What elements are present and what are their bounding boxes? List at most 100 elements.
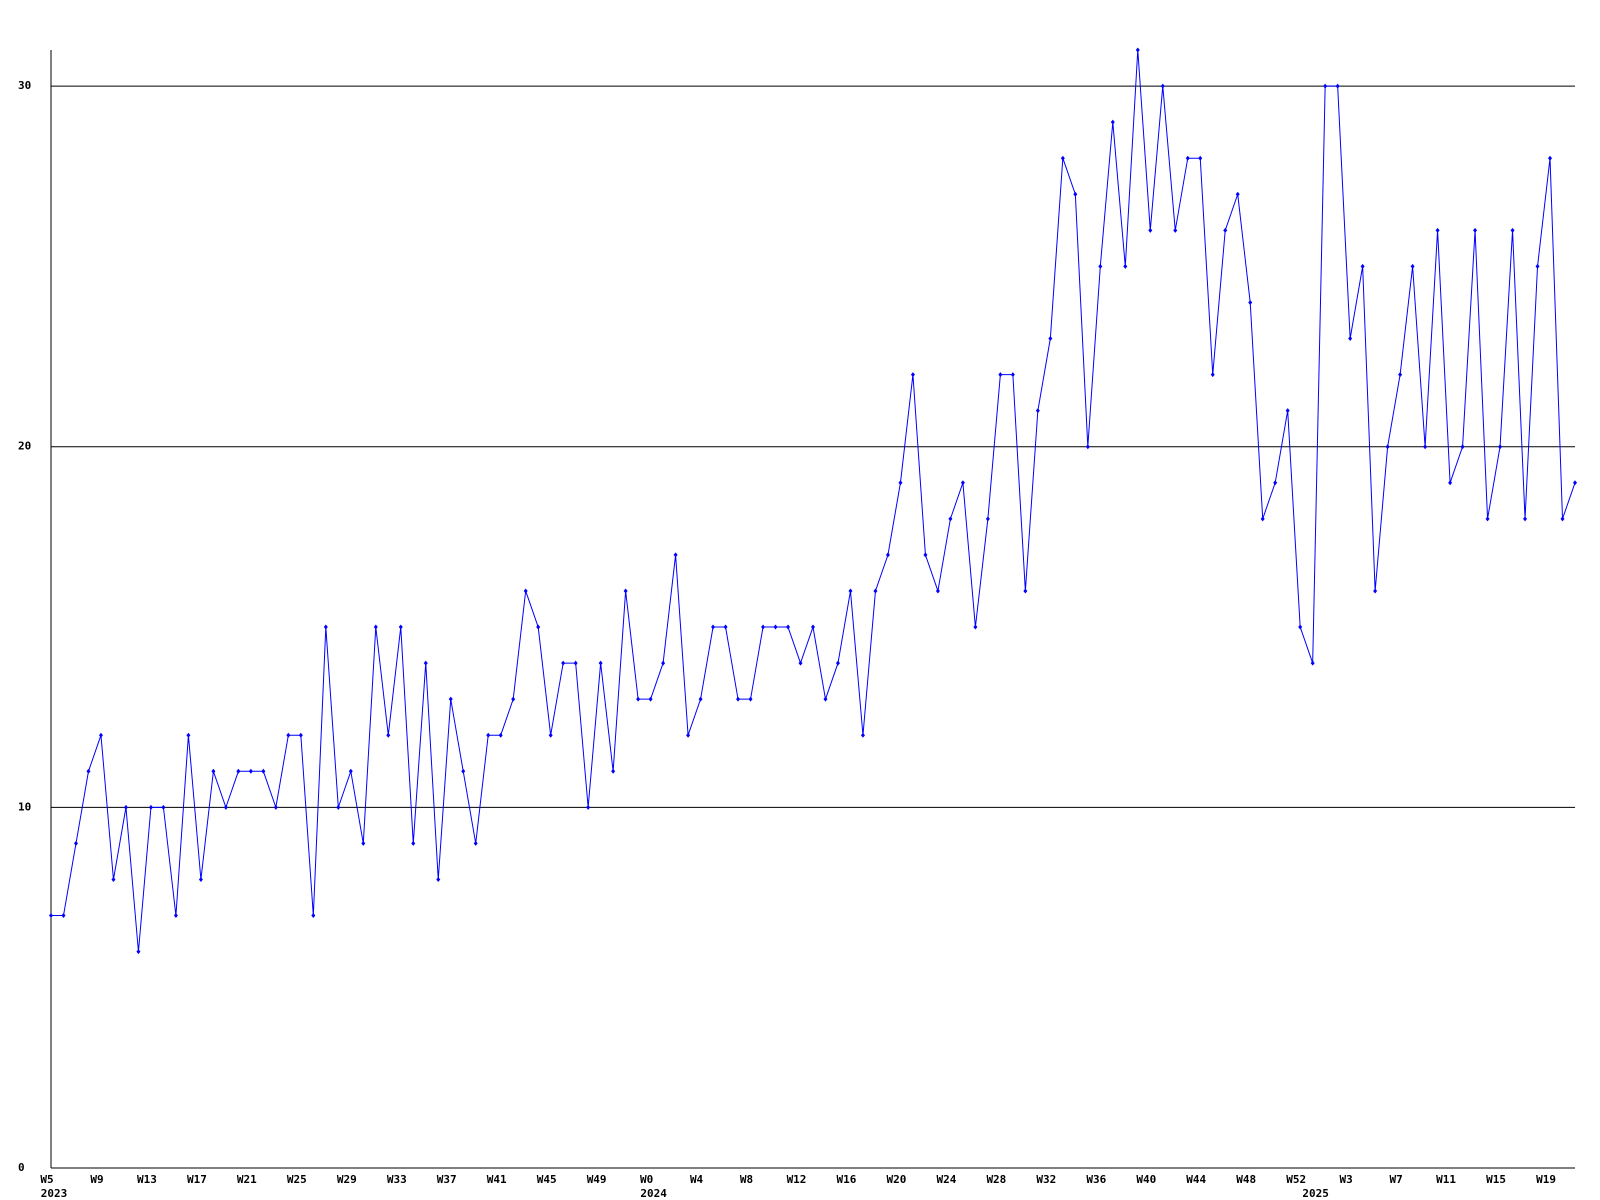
point-marker [173, 913, 178, 919]
point-marker [835, 660, 840, 666]
point-marker [1048, 336, 1053, 342]
point-marker [748, 696, 753, 702]
x-tick-label: W3 [1340, 1173, 1353, 1186]
y-tick-label: 10 [18, 800, 31, 813]
y-tick-label: 20 [18, 440, 31, 453]
point-marker [161, 804, 166, 810]
x-tick-label: W29 [337, 1173, 357, 1186]
point-marker [1360, 263, 1365, 269]
point-marker [973, 624, 978, 630]
point-marker [1185, 155, 1190, 161]
point-marker [498, 732, 503, 738]
year-label: 2024 [640, 1187, 667, 1200]
x-tick-label: W15 [1486, 1173, 1506, 1186]
point-marker [1498, 444, 1503, 450]
point-marker [1423, 444, 1428, 450]
x-tick-label: W48 [1236, 1173, 1256, 1186]
point-marker [1485, 516, 1490, 522]
point-marker [873, 588, 878, 594]
point-marker [1160, 83, 1165, 89]
point-marker [1385, 444, 1390, 450]
point-marker [1135, 47, 1140, 53]
point-marker [148, 804, 153, 810]
point-marker [1110, 119, 1115, 125]
point-marker [860, 732, 865, 738]
point-marker [823, 696, 828, 702]
point-marker [486, 732, 491, 738]
x-tick-label: W13 [137, 1173, 157, 1186]
point-marker [1335, 83, 1340, 89]
x-tick-label: W32 [1036, 1173, 1056, 1186]
point-marker [273, 804, 278, 810]
point-marker [398, 624, 403, 630]
series-line [51, 49, 1576, 952]
x-tick-label: W9 [90, 1173, 103, 1186]
point-marker [586, 804, 591, 810]
point-marker [1173, 227, 1178, 233]
point-marker [423, 660, 428, 666]
point-marker [761, 624, 766, 630]
point-marker [223, 804, 228, 810]
point-marker [648, 696, 653, 702]
point-marker [1548, 155, 1553, 161]
point-marker [1373, 588, 1378, 594]
point-marker [686, 732, 691, 738]
point-marker [448, 696, 453, 702]
point-marker [1285, 408, 1290, 414]
point-marker [298, 732, 303, 738]
point-marker [211, 768, 216, 774]
x-tick-label: W11 [1436, 1173, 1456, 1186]
point-marker [723, 624, 728, 630]
point-marker [848, 588, 853, 594]
point-marker [473, 840, 478, 846]
point-marker [1260, 516, 1265, 522]
year-label: 2025 [1302, 1187, 1329, 1200]
x-tick-label: W41 [487, 1173, 507, 1186]
point-marker [1298, 624, 1303, 630]
x-tick-label: W21 [237, 1173, 257, 1186]
point-marker [1448, 480, 1453, 486]
point-marker [1148, 227, 1153, 233]
point-marker [923, 552, 928, 558]
point-marker [1210, 372, 1215, 378]
point-marker [1060, 155, 1065, 161]
x-tick-label: W7 [1389, 1173, 1402, 1186]
point-marker [49, 913, 53, 919]
point-marker [1085, 444, 1090, 450]
point-marker [910, 372, 915, 378]
point-marker [198, 876, 203, 882]
point-marker [1348, 336, 1353, 342]
point-marker [1573, 480, 1577, 486]
point-marker [948, 516, 953, 522]
point-marker [261, 768, 266, 774]
x-tick-label: W52 [1286, 1173, 1306, 1186]
point-marker [348, 768, 353, 774]
point-marker [86, 768, 91, 774]
point-marker [1473, 227, 1478, 233]
point-marker [386, 732, 391, 738]
point-marker [461, 768, 466, 774]
point-marker [61, 913, 66, 919]
point-marker [636, 696, 641, 702]
point-marker [1010, 372, 1015, 378]
point-marker [786, 624, 791, 630]
point-marker [985, 516, 990, 522]
y-tick-label: 30 [18, 79, 31, 92]
x-tick-label: W5 [40, 1173, 53, 1186]
x-tick-label: W24 [936, 1173, 956, 1186]
point-marker [611, 768, 616, 774]
point-marker [1560, 516, 1565, 522]
x-tick-label: W36 [1086, 1173, 1106, 1186]
x-tick-label: W37 [437, 1173, 457, 1186]
point-marker [623, 588, 628, 594]
x-tick-label: W17 [187, 1173, 207, 1186]
point-marker [561, 660, 566, 666]
point-marker [98, 732, 103, 738]
x-tick-label: W28 [986, 1173, 1006, 1186]
point-marker [1073, 191, 1078, 197]
year-label: 2023 [41, 1187, 68, 1200]
point-marker [286, 732, 291, 738]
point-marker [1023, 588, 1028, 594]
point-marker [711, 624, 716, 630]
point-marker [960, 480, 965, 486]
